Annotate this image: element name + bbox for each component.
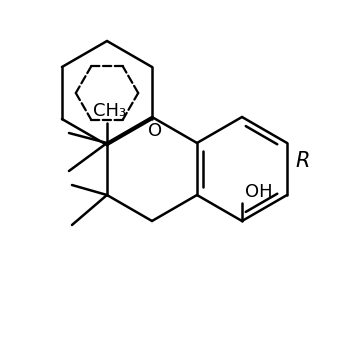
Text: OH: OH xyxy=(245,183,273,201)
Text: O: O xyxy=(148,122,162,140)
Text: CH₃: CH₃ xyxy=(93,102,127,120)
Text: R: R xyxy=(295,151,310,171)
